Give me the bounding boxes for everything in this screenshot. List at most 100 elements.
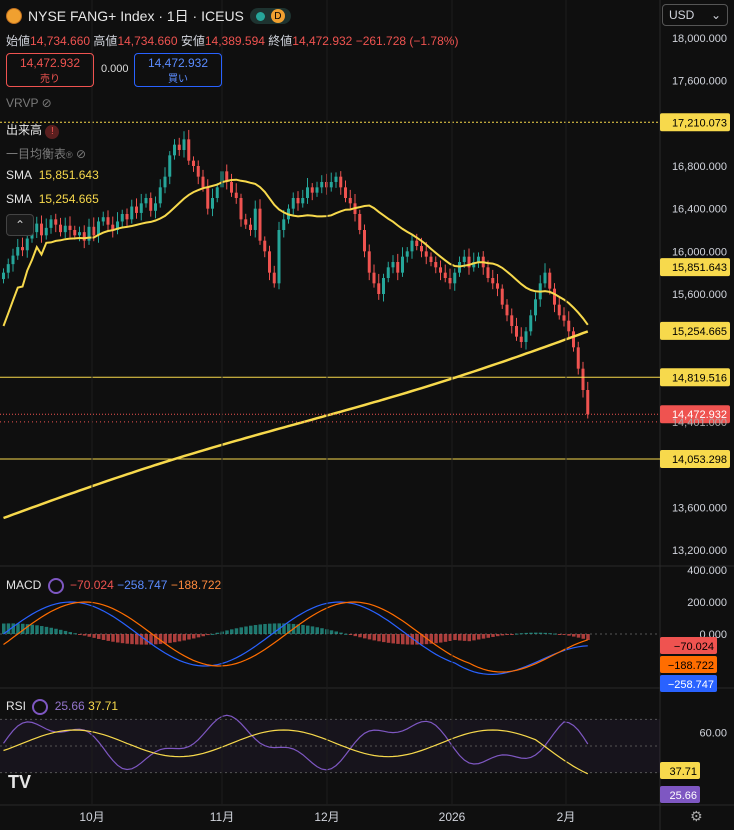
candle-body [49, 219, 53, 228]
candle-body [201, 176, 205, 188]
candle-body [410, 240, 414, 252]
macd-histogram-bar [439, 634, 443, 643]
candle-body [21, 247, 24, 251]
macd-badge [660, 675, 717, 692]
macd-badge-text: −188.722 [668, 660, 714, 672]
macd-histogram-bar [87, 634, 91, 637]
last-price-text: 14,472.932 [672, 409, 727, 421]
candle-body [562, 315, 566, 321]
symbol-header[interactable]: NYSE FANG+ Index · 1日 · ICEUS D [6, 6, 291, 26]
macd-histogram-bar [534, 632, 538, 634]
candle-body [434, 262, 438, 268]
candle-body [16, 247, 20, 256]
macd-histogram-bar [410, 634, 414, 645]
macd-histogram-bar [149, 634, 153, 645]
candle-body [429, 256, 433, 262]
macd-histogram-bar [82, 634, 87, 636]
macd-histogram-bar [215, 632, 220, 634]
macd-histogram-bar [315, 627, 319, 634]
macd-histogram-bar [249, 625, 253, 634]
candle-body [282, 219, 286, 230]
candle-body [268, 251, 271, 273]
rsi-settings-icon[interactable] [32, 699, 49, 715]
macd-histogram-bar [120, 634, 125, 644]
macd-histogram-bar [263, 623, 267, 634]
macd-histogram-bar [163, 634, 167, 644]
eye-hidden-icon[interactable]: ⊘ [41, 96, 52, 110]
macd-histogram-bar [306, 625, 310, 634]
price-level-badge [660, 368, 730, 387]
macd-histogram-bar [434, 634, 438, 644]
sma2-legend[interactable]: SMA 15,254.665 [6, 192, 99, 206]
candle-body [557, 304, 561, 316]
macd-line [3, 601, 588, 676]
price-level-badge [660, 449, 730, 468]
candle-body [244, 219, 248, 225]
candle-body [68, 225, 72, 230]
ichimoku-indicator[interactable]: 一目均衡表® ⊘ [6, 147, 87, 161]
rsi-ma-line [3, 729, 589, 775]
candle-body [87, 226, 91, 241]
candle-body [11, 255, 15, 265]
macd-histogram-bar [557, 634, 562, 635]
macd-histogram-bar [415, 634, 419, 645]
macd-histogram-bar [567, 634, 571, 636]
price-tick-label: 18,000.000 [672, 33, 727, 45]
sma1-legend[interactable]: SMA 15,851.643 [6, 168, 99, 182]
currency-select[interactable]: USD ⌄ [662, 4, 728, 26]
candle-body [211, 198, 214, 209]
macd-histogram-bar [391, 634, 395, 644]
buy-button[interactable]: 14,472.932 買い [134, 53, 222, 87]
sma-badge [660, 258, 730, 277]
volume-indicator[interactable]: 出来高 ! [6, 121, 60, 139]
macd-histogram-bar [334, 631, 338, 634]
candle-body [144, 198, 148, 204]
macd-legend[interactable]: MACD −70.024 −258.747 −188.722 [6, 578, 222, 594]
candle-body [263, 240, 267, 252]
macd-histogram-bar [581, 634, 585, 639]
macd-histogram-bar [548, 633, 552, 635]
warning-icon[interactable]: ! [45, 125, 60, 139]
macd-histogram-bar [453, 634, 457, 641]
macd-histogram-bar [40, 626, 44, 634]
macd-histogram-bar [196, 634, 201, 638]
macd-histogram-bar [301, 624, 305, 634]
macd-histogram-bar [586, 634, 590, 641]
candle-body [225, 171, 229, 182]
macd-histogram-bar [182, 634, 186, 641]
candle-body [258, 208, 262, 241]
macd-badge-text: −70.024 [674, 641, 714, 653]
eye-hidden-icon[interactable]: ⊘ [76, 147, 87, 161]
macd-histogram-bar [225, 630, 229, 634]
candle-body [120, 214, 124, 222]
macd-histogram-bar [320, 628, 324, 634]
candle-body [63, 225, 67, 233]
macd-histogram-bar [211, 633, 215, 635]
price-tick-label: 16,400.000 [672, 204, 727, 216]
last-price-badge [660, 405, 730, 424]
symbol-title[interactable]: NYSE FANG+ Index · 1日 · ICEUS [28, 8, 244, 24]
sell-button[interactable]: 14,472.932 売り [6, 53, 94, 87]
rsi-tick-label: 60.00 [699, 728, 727, 740]
macd-histogram-bar [367, 634, 372, 640]
macd-histogram-bar [287, 623, 291, 634]
candle-body [372, 272, 376, 284]
macd-histogram-bar [154, 634, 158, 645]
rsi-legend[interactable]: RSI 25.66 37.71 [6, 699, 119, 715]
macd-settings-icon[interactable] [47, 578, 64, 594]
macd-histogram-bar [458, 634, 462, 641]
macd-histogram-bar [519, 633, 524, 635]
vrvp-indicator[interactable]: VRVP ⊘ [6, 96, 52, 110]
macd-histogram-bar [68, 632, 72, 634]
candle-body [135, 206, 138, 213]
collapse-legend-button[interactable]: ⌃ [6, 214, 34, 236]
candle-body [206, 187, 210, 209]
macd-histogram-bar [11, 623, 15, 634]
price-tick-label: 13,200.000 [672, 545, 727, 557]
settings-gear-icon[interactable]: ⚙ [690, 808, 703, 824]
macd-histogram-bar [377, 634, 381, 642]
price-level-text: 17,210.073 [672, 117, 727, 129]
macd-histogram-bar [429, 634, 433, 644]
macd-histogram-bar [35, 625, 39, 634]
